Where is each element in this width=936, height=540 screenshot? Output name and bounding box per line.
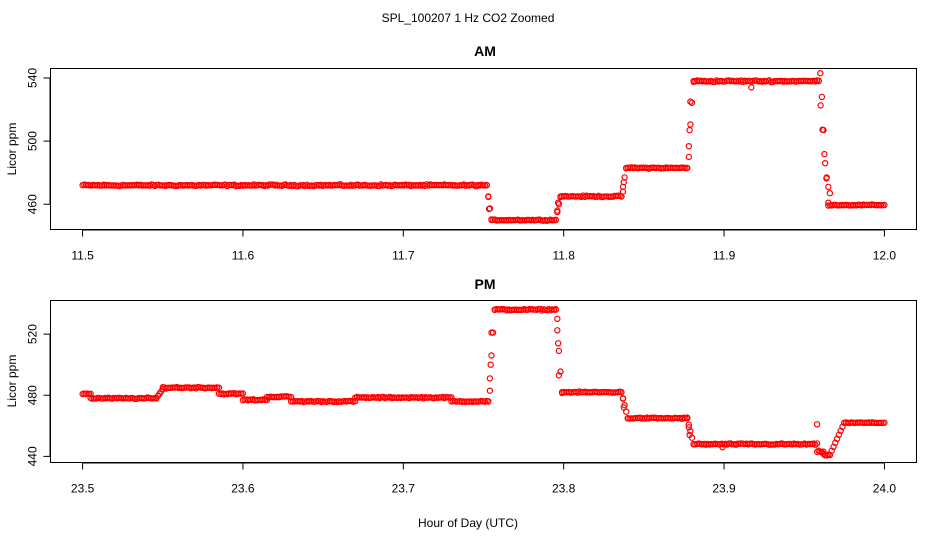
plot-frame-am [50,68,917,230]
data-point [685,142,693,150]
panel-title-am: AM [474,43,496,59]
y-tick-label: 480 [26,385,40,405]
panel-am: AM 11.5 11.6 11.7 11.8 11.9 12.0 460 500 540 Li… [5,43,917,263]
data-point [685,421,693,428]
y-tick-label: 460 [26,194,40,214]
data-point [215,384,223,391]
data-point [488,329,495,336]
x-tick-label: 11.9 [713,249,736,263]
data-point [483,182,490,189]
y-tick-label: 540 [26,68,40,88]
ylabel-am: Licor ppm [5,123,19,176]
data-point [486,375,494,382]
data-point [555,347,563,355]
am-y-axis: 460 500 540 [26,68,51,214]
x-tick-label: 23.5 [71,482,95,496]
x-tick-label: 23.9 [712,482,736,496]
data-point [820,448,827,455]
data-point [554,340,562,347]
ylabel-pm: Licor ppm [5,355,19,408]
data-point [619,188,627,195]
data-point [619,395,627,402]
x-tick-label: 24.0 [873,482,897,496]
am-x-axis: 11.5 11.6 11.7 11.8 11.9 12.0 [71,229,897,263]
data-point [618,389,625,396]
data-point [686,126,693,134]
x-tick-label: 12.0 [873,249,897,263]
data-point [620,404,628,411]
figure-title: SPL_100207 1 Hz CO2 Zoomed [382,11,555,25]
data-point [685,424,693,431]
data-point [485,205,493,213]
data-point [687,98,694,105]
data-point [748,84,755,91]
data-point [554,199,562,206]
data-point [554,327,561,334]
pm-y-axis: 440 480 520 [26,324,51,466]
data-point [881,201,888,209]
panel-pm: PM 23.5 23.6 23.7 23.8 23.9 24.0 440 480 520 Li… [5,276,917,496]
y-tick-label: 500 [26,131,40,151]
y-tick-label: 520 [26,324,40,344]
data-point [817,69,824,77]
data-point [881,419,888,426]
x-tick-label: 11.7 [392,249,415,263]
data-point [823,174,830,181]
data-point [485,193,492,200]
data-point [554,315,561,322]
data-point [685,153,693,161]
data-point [488,352,495,359]
x-tick-label: 11.6 [232,249,255,263]
data-point [485,398,492,405]
data-point [820,126,827,134]
data-point [555,372,563,379]
data-point [826,189,834,197]
data-point [686,431,693,439]
data-point [821,159,829,167]
data-point [552,306,559,313]
y-tick-label: 440 [26,446,40,466]
data-point [554,207,561,214]
data-point [813,440,821,447]
pm-points [79,305,888,459]
data-point [487,361,494,368]
data-point [817,102,824,109]
data-point [620,178,628,186]
data-point [684,164,691,172]
data-point [687,121,694,128]
panel-title-pm: PM [475,276,496,292]
data-point [552,216,559,224]
data-point [719,444,726,451]
data-point [687,428,694,435]
x-tick-label: 11.8 [552,249,575,263]
data-point [486,387,494,394]
x-tick-label: 23.8 [552,482,576,496]
data-point [821,150,828,158]
pm-x-axis: 23.5 23.6 23.7 23.8 23.9 24.0 [71,462,897,496]
data-point [815,77,822,85]
data-point [818,93,826,101]
data-point [239,390,247,397]
x-tick-label: 11.5 [71,249,94,263]
am-points [79,69,888,224]
data-point [684,415,691,422]
x-axis-label: Hour of Day (UTC) [418,516,518,530]
data-point [557,368,564,375]
data-point [813,421,821,428]
x-tick-label: 23.6 [231,482,255,496]
x-tick-label: 23.7 [392,482,416,496]
plot-frame-pm [50,300,917,463]
data-point [825,183,832,191]
